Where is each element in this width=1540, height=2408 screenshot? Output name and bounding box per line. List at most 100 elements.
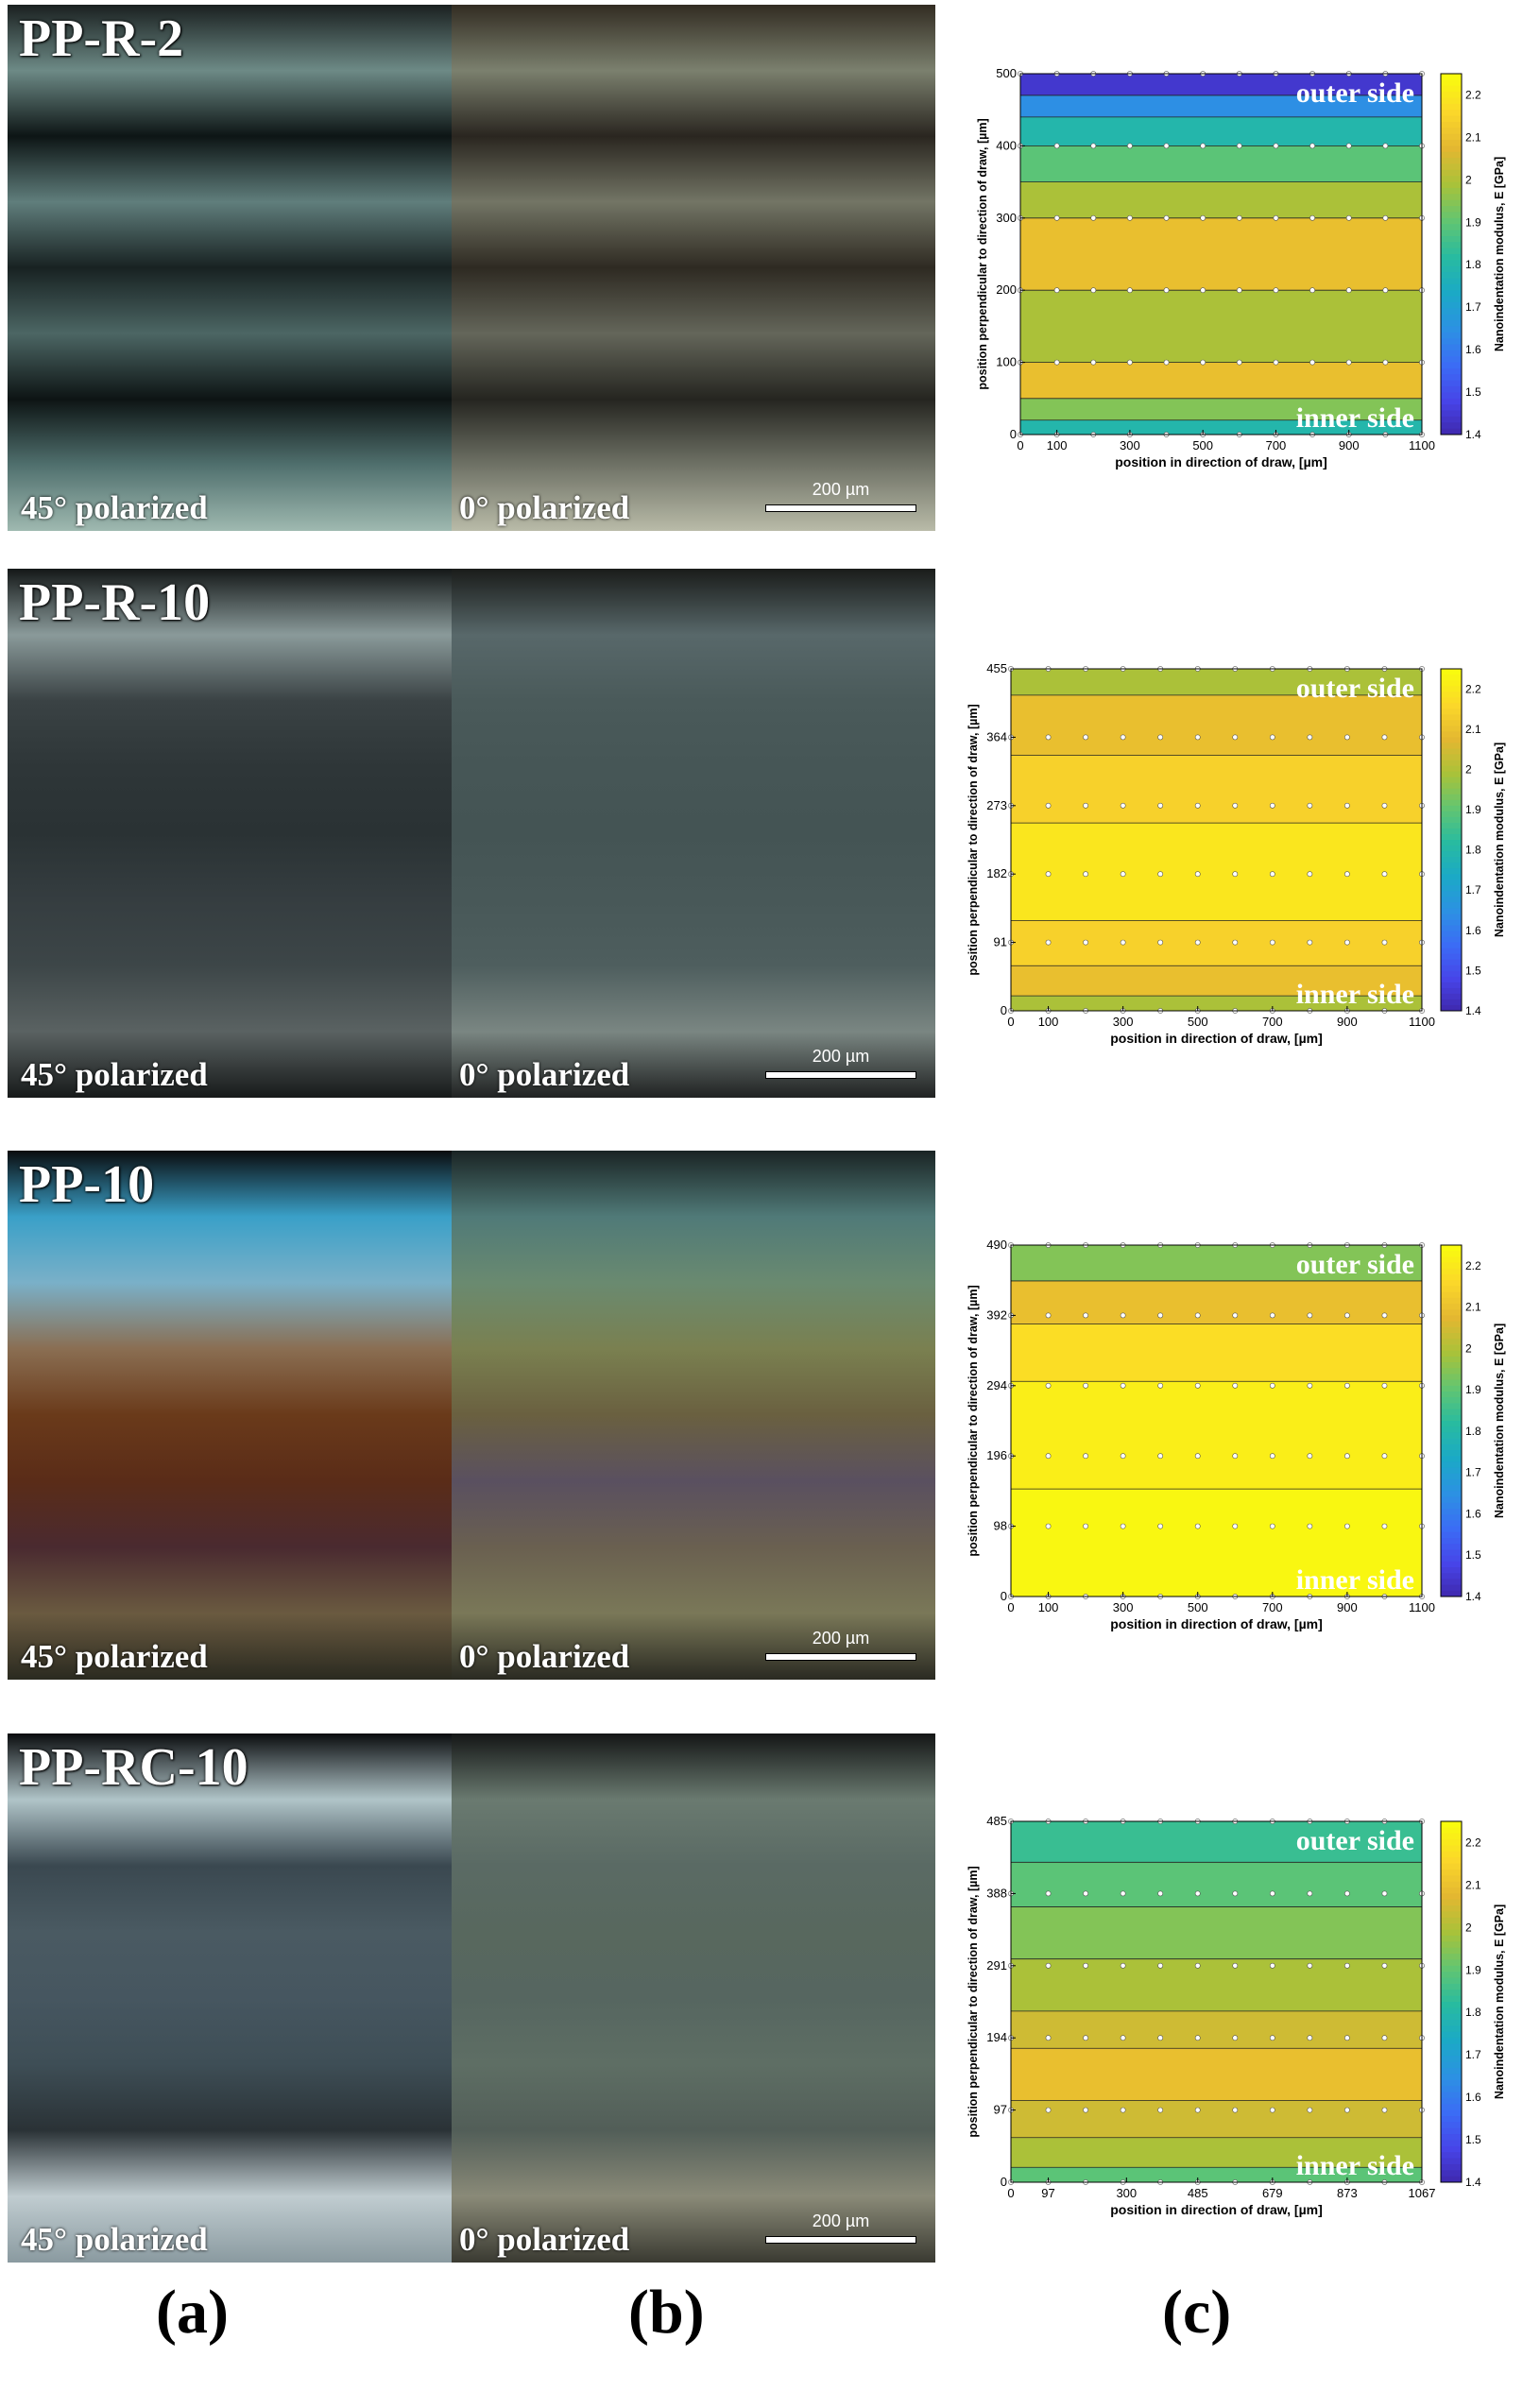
measurement-point xyxy=(1090,287,1097,294)
colorbar-frame xyxy=(1440,1244,1463,1597)
measurement-point xyxy=(1194,734,1201,741)
colorbar-segment xyxy=(1441,709,1462,715)
measurement-point xyxy=(1307,2107,1313,2113)
x-tick-label: 0 xyxy=(1017,438,1023,453)
measurement-point xyxy=(1232,2107,1239,2113)
measurement-point xyxy=(1269,1453,1275,1460)
contour-band xyxy=(1011,669,1422,695)
x-tick-label: 1100 xyxy=(1409,1600,1435,1614)
measurement-point xyxy=(1157,1312,1164,1319)
colorbar-segment xyxy=(1441,1549,1462,1557)
colorbar-tick-label: 1.4 xyxy=(1465,428,1481,441)
colorbar-segment xyxy=(1441,1350,1462,1358)
measurement-point xyxy=(1120,1453,1126,1460)
y-tick-label: 500 xyxy=(996,66,1017,80)
measurement-point xyxy=(1083,871,1088,878)
measurement-point xyxy=(1200,287,1206,294)
x-tick-label: 900 xyxy=(1337,1600,1358,1614)
measurement-point xyxy=(1232,939,1239,946)
colorbar-segment xyxy=(1441,338,1462,345)
measurement-point xyxy=(1120,939,1126,946)
measurement-point xyxy=(1083,1382,1088,1389)
measurement-point xyxy=(1232,734,1239,741)
contour-band xyxy=(1011,1489,1422,1597)
colorbar-segment xyxy=(1441,1315,1462,1323)
y-tick-label: 91 xyxy=(994,935,1007,949)
measurement-point xyxy=(1194,1890,1201,1897)
colorbar-segment xyxy=(1441,2092,1462,2099)
colorbar-segment xyxy=(1441,2007,1462,2015)
measurement-point xyxy=(1200,143,1206,149)
x-tick-label: 500 xyxy=(1188,1600,1208,1614)
measurement-point xyxy=(1157,2107,1164,2113)
colorbar-segment xyxy=(1441,885,1462,892)
measurement-point xyxy=(1045,1312,1052,1319)
colorbar-segment xyxy=(1441,2002,1462,2008)
colorbar-segment xyxy=(1441,1421,1462,1427)
colorbar-segment xyxy=(1441,283,1462,291)
colorbar-segment xyxy=(1441,731,1462,738)
contour-plot-row-4: 0 97 300 485 679 873 1067 0 97 194 291 388 485 positi… xyxy=(954,1804,1531,2239)
y-axis-label: position perpendicular to direction of d… xyxy=(967,1866,980,2137)
colorbar-segment xyxy=(1441,765,1462,773)
measurement-point xyxy=(1344,734,1350,741)
colorbar-segment xyxy=(1441,686,1462,692)
colorbar-segment xyxy=(1441,374,1462,382)
measurement-point xyxy=(1090,359,1097,366)
measurement-point xyxy=(1232,1312,1239,1319)
contour-band xyxy=(1011,1245,1422,1281)
colorbar-segment xyxy=(1441,140,1462,146)
measurement-point xyxy=(1120,734,1126,741)
y-tick-label: 98 xyxy=(994,1519,1007,1533)
measurement-point xyxy=(1083,1962,1088,1969)
measurement-point xyxy=(1307,1523,1313,1529)
measurement-point xyxy=(1163,214,1170,221)
colorbar-segment xyxy=(1441,1863,1462,1870)
contour-band xyxy=(1011,1958,1422,2011)
colorbar-segment xyxy=(1441,1403,1462,1410)
annotation-outer-side: outer side xyxy=(1296,1825,1414,1856)
contour-band xyxy=(1011,2167,1422,2182)
contour-band xyxy=(1011,1906,1422,1959)
colorbar-segment xyxy=(1441,410,1462,418)
measurement-point xyxy=(1163,143,1170,149)
colorbar-segment xyxy=(1441,833,1462,841)
colorbar-segment xyxy=(1441,942,1462,949)
measurement-point xyxy=(1381,1890,1388,1897)
annotation-outer-side: outer side xyxy=(1296,77,1414,109)
colorbar-segment xyxy=(1441,868,1462,875)
colorbar-segment xyxy=(1441,1875,1462,1883)
colorbar-segment xyxy=(1441,1821,1462,1828)
colorbar-tick-label: 1.7 xyxy=(1465,1466,1481,1479)
measurement-point xyxy=(1307,1890,1313,1897)
colorbar-segment xyxy=(1441,914,1462,920)
x-axis-label: position in direction of draw, [µm] xyxy=(1110,1616,1323,1631)
colorbar-segment xyxy=(1441,714,1462,721)
measurement-point xyxy=(1194,2035,1201,2041)
colorbar-segment xyxy=(1441,169,1462,177)
colorbar-segment xyxy=(1441,777,1462,784)
x-tick-label: 700 xyxy=(1262,1015,1283,1029)
colorbar-segment xyxy=(1441,350,1462,357)
y-tick-label: 0 xyxy=(1001,1003,1007,1017)
colorbar-segment xyxy=(1441,1485,1462,1492)
colorbar-segment xyxy=(1441,897,1462,903)
colorbar-segment xyxy=(1441,158,1462,164)
colorbar-segment xyxy=(1441,822,1462,829)
contour-plot-row-1: 0 100 300 500 700 900 1100 0 100 200 300 400 500 posi… xyxy=(964,57,1531,491)
polarization-label-45: 45° polarized xyxy=(21,489,208,526)
measurement-point xyxy=(1194,2107,1201,2113)
measurement-point xyxy=(1157,1523,1164,1529)
measurement-point xyxy=(1200,359,1206,366)
colorbar-segment xyxy=(1441,1397,1462,1404)
measurement-point xyxy=(1344,1453,1350,1460)
colorbar-segment xyxy=(1441,356,1462,364)
measurement-point xyxy=(1381,1962,1388,1969)
colorbar-segment xyxy=(1441,296,1462,303)
colorbar-segment xyxy=(1441,278,1462,285)
colorbar-segment xyxy=(1441,1573,1462,1580)
colorbar-segment xyxy=(1441,1291,1462,1299)
colorbar-segment xyxy=(1441,163,1462,171)
measurement-point xyxy=(1309,214,1315,221)
y-tick-label: 200 xyxy=(996,282,1017,297)
